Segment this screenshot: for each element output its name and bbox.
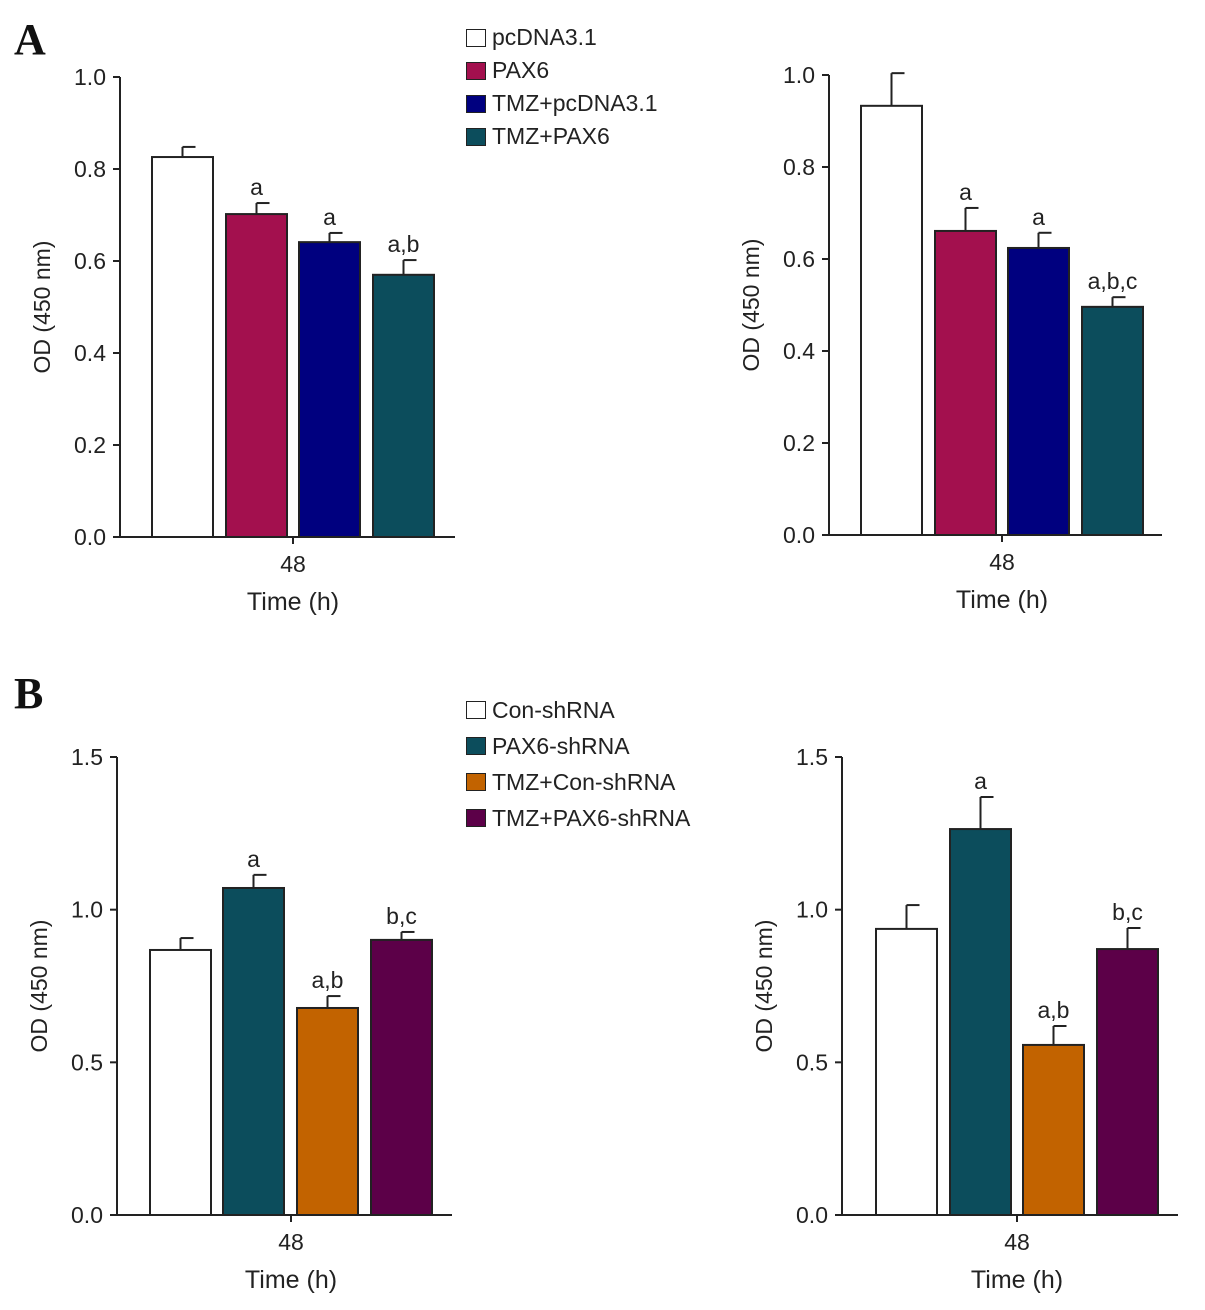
bar-tmz-pax6 [1081, 305, 1144, 536]
legend-label: TMZ+Con-shRNA [492, 768, 676, 795]
bar-pcdna3-1 [151, 156, 214, 538]
y-tick-label: 1.0 [74, 64, 106, 90]
chart-2: 0.0 0.2 0.4 0.6 0.8 1.0 48 Time (h) OD (450 nm) a… [738, 62, 1162, 614]
legend-item: PAX6-shRNA [466, 728, 690, 764]
y-tick-label: 1.5 [796, 744, 828, 770]
bar-con-shrna [875, 927, 938, 1216]
legend-swatch [466, 737, 486, 755]
legend-swatch [466, 127, 486, 146]
x-axis-label: Time (h) [247, 588, 339, 616]
legend-label: TMZ+pcDNA3.1 [492, 90, 658, 116]
significance-label: a [247, 846, 260, 872]
legend-item: PAX6 [466, 54, 658, 87]
legend-swatch [466, 61, 486, 80]
y-tick-label: 1.5 [71, 744, 103, 770]
chart-4: 0.0 0.5 1.0 1.5 48 Time (h) OD (450 nm) a a,b b,c [751, 744, 1178, 1294]
y-tick-label: 0.0 [71, 1202, 103, 1228]
significance-label: b,c [386, 903, 417, 929]
y-axis-label: OD (450 nm) [751, 920, 777, 1053]
legend-label: PAX6-shRNA [492, 732, 630, 759]
bar-pax6-shrna [949, 828, 1012, 1216]
y-tick-label: 0.2 [74, 432, 106, 458]
legend-label: TMZ+PAX6 [492, 123, 610, 149]
significance-label: a,b [312, 967, 344, 993]
bar-tmz-pcdna3-1 [298, 241, 361, 538]
bar-tmz-pcdna3-1 [1007, 246, 1070, 537]
significance-label: a,b [1038, 997, 1070, 1023]
y-tick-label: 0.4 [783, 338, 815, 364]
y-tick-label: 1.0 [796, 897, 828, 923]
significance-label: a [1032, 204, 1045, 230]
panel-label-a: A [14, 15, 46, 64]
legend-item: TMZ+PAX6 [466, 120, 658, 153]
x-tick-label: 48 [278, 1229, 304, 1255]
x-axis-label: Time (h) [971, 1266, 1063, 1294]
legend-a: pcDNA3.1 PAX6 TMZ+pcDNA3.1 TMZ+PAX6 [466, 21, 658, 153]
significance-label: a [323, 204, 336, 230]
bar-tmz-con-shrna [296, 1006, 359, 1217]
legend-swatch [466, 28, 486, 47]
bar-pcdna3-1 [860, 104, 923, 536]
bar-con-shrna [149, 948, 212, 1216]
legend-item: TMZ+PAX6-shRNA [466, 800, 690, 836]
x-axis-label: Time (h) [956, 586, 1048, 614]
x-axis-label: Time (h) [245, 1266, 337, 1294]
chart-3: 0.0 0.5 1.0 1.5 48 Time (h) OD (450 nm) a a,b b,c [26, 744, 452, 1294]
y-tick-label: 0.8 [783, 154, 815, 180]
y-tick-label: 0.2 [783, 430, 815, 456]
y-tick-label: 0.6 [74, 248, 106, 274]
legend-swatch [466, 809, 486, 827]
legend-item: pcDNA3.1 [466, 21, 658, 54]
significance-label: a [974, 768, 987, 794]
legend-swatch [466, 701, 486, 719]
y-tick-label: 0.8 [74, 156, 106, 182]
y-tick-label: 0.0 [796, 1202, 828, 1228]
legend-swatch [466, 94, 486, 113]
y-axis-label: OD (450 nm) [26, 920, 52, 1053]
bar-tmz-con-shrna [1022, 1043, 1085, 1216]
y-tick-label: 1.0 [783, 62, 815, 88]
significance-label: b,c [1112, 899, 1143, 925]
bar-tmz-pax6-shrna [370, 938, 433, 1216]
y-tick-label: 1.0 [71, 897, 103, 923]
legend-item: Con-shRNA [466, 692, 690, 728]
significance-label: a,b [388, 231, 420, 257]
legend-item: TMZ+pcDNA3.1 [466, 87, 658, 120]
legend-label: Con-shRNA [492, 696, 615, 723]
legend-swatch [466, 773, 486, 791]
bar-tmz-pax6-shrna [1096, 948, 1159, 1217]
y-tick-label: 0.5 [71, 1049, 103, 1075]
y-tick-label: 0.4 [74, 340, 106, 366]
panel-label-b: B [14, 669, 44, 718]
x-tick-label: 48 [280, 551, 306, 577]
significance-label: a [959, 179, 972, 205]
bar-pax6-shrna [222, 886, 285, 1216]
y-tick-label: 0.0 [783, 522, 815, 548]
chart-1: 0.0 0.2 0.4 0.6 0.8 1.0 48 Time (h) OD (450 nm) a… [29, 64, 455, 616]
y-axis-label: OD (450 nm) [29, 241, 55, 374]
y-tick-label: 0.0 [74, 524, 106, 550]
significance-label: a,b,c [1088, 268, 1138, 294]
legend-item: TMZ+Con-shRNA [466, 764, 690, 800]
y-tick-label: 0.5 [796, 1049, 828, 1075]
legend-b: Con-shRNA PAX6-shRNA TMZ+Con-shRNA TMZ+P… [466, 692, 690, 836]
x-tick-label: 48 [989, 549, 1015, 575]
x-tick-label: 48 [1004, 1229, 1030, 1255]
legend-label: TMZ+PAX6-shRNA [492, 804, 691, 831]
significance-label: a [250, 174, 263, 200]
bar-pax6 [225, 213, 288, 539]
bar-pax6 [934, 229, 997, 536]
y-tick-label: 0.6 [783, 246, 815, 272]
legend-label: pcDNA3.1 [492, 24, 597, 50]
bar-tmz-pax6 [372, 273, 435, 538]
legend-label: PAX6 [492, 57, 550, 83]
y-axis-label: OD (450 nm) [738, 239, 764, 372]
